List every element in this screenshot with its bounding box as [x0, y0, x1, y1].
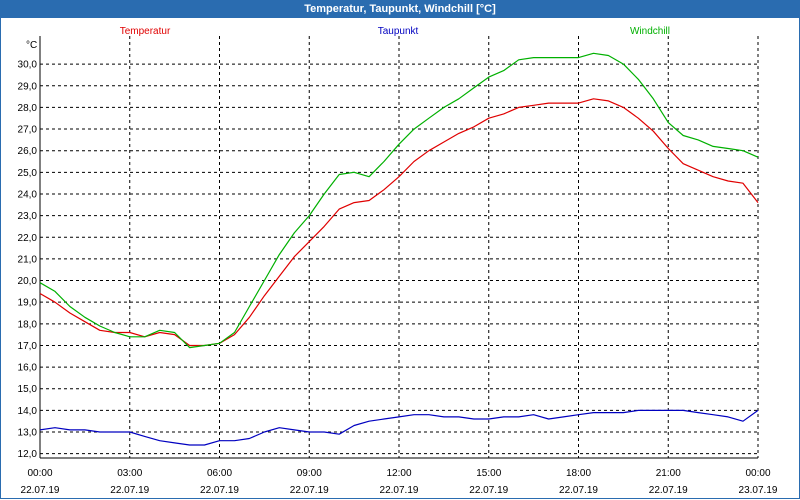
y-tick-label: 24,0 — [18, 189, 38, 200]
y-tick-label: 25,0 — [18, 168, 38, 179]
y-tick-label: 20,0 — [18, 276, 38, 287]
y-tick-label: 16,0 — [18, 363, 38, 374]
y-tick-label: 17,0 — [18, 341, 38, 352]
y-tick-label: 12,0 — [18, 449, 38, 460]
legend-temperatur: Temperatur — [120, 26, 171, 37]
x-tick-date: 22.07.19 — [380, 485, 419, 496]
x-tick-date: 22.07.19 — [21, 485, 60, 496]
y-tick-label: 21,0 — [18, 254, 38, 265]
y-tick-label: 29,0 — [18, 81, 38, 92]
axes — [39, 36, 759, 459]
x-tick-date: 22.07.19 — [559, 485, 598, 496]
x-tick-time: 00:00 — [745, 468, 770, 479]
x-tick-date: 22.07.19 — [110, 485, 149, 496]
series-line-taupunkt — [39, 409, 759, 446]
y-tick-label: 30,0 — [18, 60, 38, 71]
x-tick-time: 12:00 — [386, 468, 411, 479]
y-tick-label: 26,0 — [18, 146, 38, 157]
x-tick-time: 21:00 — [656, 468, 681, 479]
y-tick-label: 18,0 — [18, 319, 38, 330]
x-tick-time: 00:00 — [27, 468, 52, 479]
x-tick-time: 03:00 — [117, 468, 142, 479]
x-tick-date: 23.07.19 — [739, 485, 778, 496]
x-tick-date: 22.07.19 — [469, 485, 508, 496]
tick-labels: 12,0 13,0 14,0 15,0 16,0 17,0 18,0 19,0 20,0 21,0… — [18, 60, 778, 496]
x-tick-date: 22.07.19 — [200, 485, 239, 496]
x-tick-time: 06:00 — [207, 468, 232, 479]
y-tick-label: 28,0 — [18, 103, 38, 114]
y-tick-label: 19,0 — [18, 298, 38, 309]
series-line-windchill — [39, 52, 759, 349]
series-line-temperatur — [39, 98, 759, 347]
x-tick-date: 22.07.19 — [290, 485, 329, 496]
chart-title: Temperatur, Taupunkt, Windchill [°C] — [0, 0, 800, 18]
y-tick-label: 27,0 — [18, 125, 38, 136]
x-tick-time: 18:00 — [566, 468, 591, 479]
y-tick-label: 15,0 — [18, 384, 38, 395]
x-tick-time: 09:00 — [297, 468, 322, 479]
x-tick-time: 15:00 — [476, 468, 501, 479]
y-tick-label: 14,0 — [18, 406, 38, 417]
legend-taupunkt: Taupunkt — [378, 26, 419, 37]
grid — [40, 36, 758, 458]
x-tick-date: 22.07.19 — [649, 485, 688, 496]
y-tick-label: 13,0 — [18, 428, 38, 439]
legend: Temperatur Taupunkt Windchill — [120, 26, 670, 37]
series-lines — [39, 52, 759, 446]
legend-windchill: Windchill — [630, 26, 670, 37]
y-tick-label: 22,0 — [18, 233, 38, 244]
y-tick-label: 23,0 — [18, 211, 38, 222]
y-axis-label: °C — [26, 40, 37, 51]
